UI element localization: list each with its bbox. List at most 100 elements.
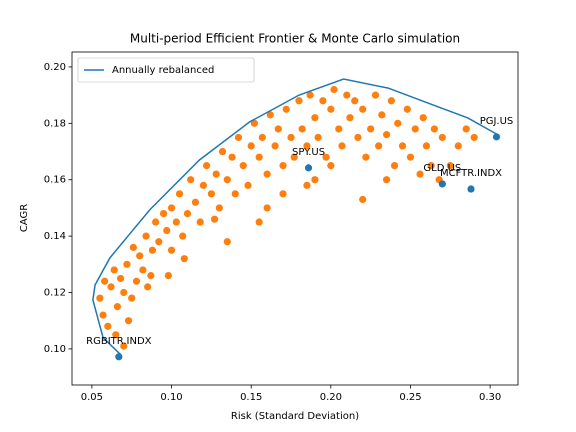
simulation-point (282, 105, 290, 113)
simulation-point (123, 260, 131, 268)
simulation-point (382, 176, 391, 184)
frontier-line (92, 78, 499, 356)
simulation-point (101, 277, 109, 285)
simulation-point (167, 204, 176, 212)
simulation-point (239, 162, 247, 170)
simulation-point (319, 97, 327, 105)
simulation-point (311, 176, 319, 184)
asset-point (492, 133, 501, 141)
simulation-point (306, 91, 314, 99)
x-tick-label: 0.30 (479, 392, 501, 403)
simulation-point (446, 162, 454, 170)
simulation-point (351, 97, 359, 105)
simulation-point (411, 125, 419, 133)
simulation-point (290, 153, 298, 161)
asset-label: SPY.US (292, 147, 325, 158)
simulation-point (175, 190, 184, 198)
simulation-point (142, 232, 150, 240)
x-tick-label: 0.10 (160, 392, 182, 403)
y-tick-label: 0.10 (44, 344, 66, 355)
simulation-point (398, 142, 407, 150)
simulation-point (327, 162, 335, 170)
chart-title: Multi-period Efficient Frontier & Monte … (130, 32, 460, 46)
simulation-point (271, 142, 279, 150)
asset-point (467, 185, 475, 193)
simulation-point (247, 142, 255, 150)
simulation-point (427, 162, 435, 170)
legend-box (77, 57, 255, 83)
simulation-point (438, 133, 446, 142)
simulation-point (110, 266, 118, 274)
simulation-point (196, 218, 204, 226)
x-tick-label: 0.20 (320, 392, 342, 403)
simulation-point (367, 125, 375, 133)
simulation-point (212, 170, 220, 178)
asset-label: RGBITR.INDX (86, 336, 152, 347)
simulation-point (311, 114, 319, 122)
simulation-point (155, 238, 163, 246)
simulation-point (346, 114, 354, 122)
simulation-point (164, 271, 172, 280)
legend-label: Annually rebalanced (112, 65, 214, 76)
simulation-point (403, 105, 411, 113)
simulation-point (263, 204, 271, 212)
simulation-point (144, 283, 152, 291)
simulation-point (354, 133, 362, 142)
simulation-point (132, 277, 141, 285)
simulation-point (218, 147, 227, 156)
simulation-point (279, 162, 287, 170)
simulation-point (159, 209, 168, 218)
simulation-point (99, 311, 107, 319)
simulation-point (387, 97, 395, 105)
simulation-point (371, 91, 380, 99)
asset-label: GLD.US (423, 163, 461, 174)
simulation-point (124, 317, 133, 325)
simulation-point (104, 322, 112, 330)
simulation-point (163, 226, 171, 235)
simulation-point (394, 119, 402, 127)
asset-label: PGJ.US (480, 116, 514, 127)
simulation-point (406, 153, 415, 161)
simulation-point (362, 153, 370, 161)
x-tick-label: 0.05 (81, 392, 103, 403)
simulation-point (375, 142, 383, 150)
asset-label: MCFTR.INDX (440, 168, 502, 179)
simulation-point (223, 238, 231, 246)
simulation-point (120, 288, 128, 297)
simulation-point (322, 153, 330, 161)
y-tick-label: 0.20 (44, 62, 66, 73)
simulation-point (287, 133, 295, 142)
simulation-point (152, 218, 160, 226)
simulation-point (258, 133, 266, 142)
asset-point (304, 164, 313, 172)
simulation-point (116, 274, 125, 283)
simulation-point (314, 133, 322, 142)
simulation-point (167, 246, 176, 254)
simulation-point (234, 133, 243, 142)
simulation-point (207, 190, 215, 198)
simulation-point (147, 271, 155, 280)
simulation-point (390, 162, 399, 170)
simulation-point (231, 190, 239, 198)
simulation-point (382, 131, 391, 139)
simulation-point (215, 204, 223, 212)
simulation-point (223, 176, 231, 184)
simulation-point (129, 243, 137, 252)
simulation-point (298, 125, 306, 133)
simulation-point (359, 105, 367, 113)
y-tick-label: 0.12 (44, 288, 66, 299)
simulation-point (327, 105, 335, 113)
simulation-point (120, 342, 128, 350)
simulation-point (199, 181, 208, 189)
y-tick-label: 0.16 (44, 175, 66, 186)
simulation-point (250, 119, 258, 127)
simulation-point (113, 303, 121, 311)
simulation-point (107, 283, 115, 291)
y-tick-label: 0.14 (44, 231, 66, 242)
simulation-point (202, 162, 211, 170)
x-axis-label: Risk (Standard Deviation) (231, 411, 359, 422)
simulation-point (179, 232, 187, 240)
y-tick-label: 0.18 (44, 118, 66, 129)
simulation-point (172, 218, 180, 226)
